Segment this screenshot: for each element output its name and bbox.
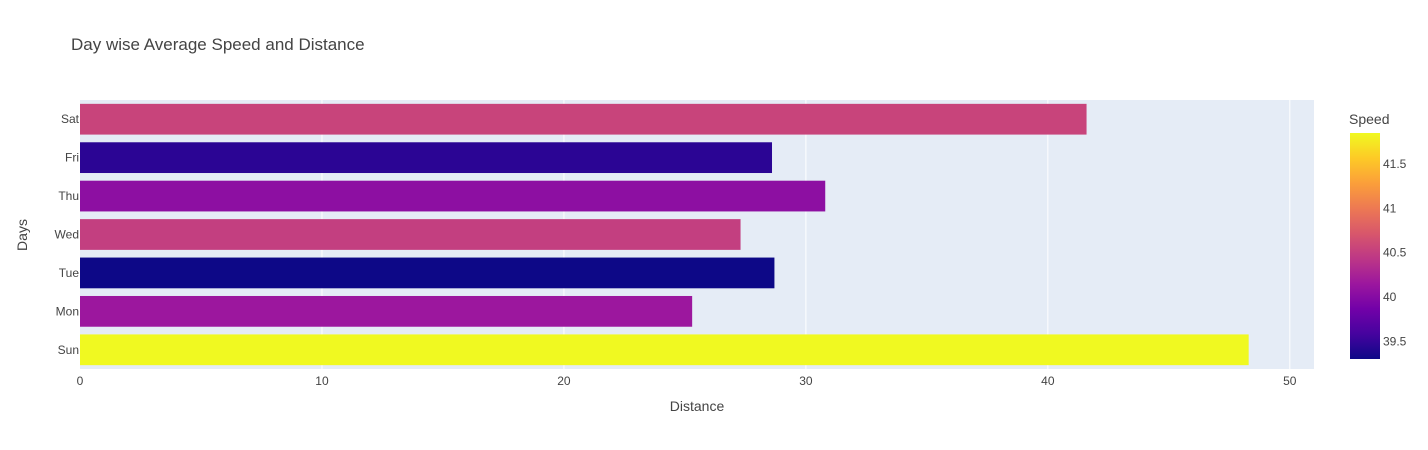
y-axis-ticks: Sun Mon Tue Wed Thu Fri Sat (55, 112, 80, 357)
colorbar-gradient (1350, 133, 1380, 359)
x-axis-title: Distance (670, 398, 725, 414)
colorbar-tick-label: 40.5 (1383, 246, 1407, 260)
x-tick-label: 20 (557, 374, 571, 388)
colorbar-tick-label: 41 (1383, 201, 1397, 215)
bars (80, 103, 1249, 366)
bar-tue (80, 257, 775, 289)
y-axis-title: Days (14, 219, 30, 251)
y-tick-label: Sat (61, 112, 80, 126)
y-tick-label: Wed (55, 228, 79, 242)
y-tick-label: Tue (59, 266, 80, 280)
colorbar-ticks: 39.5 40 40.5 41 41.5 (1383, 157, 1407, 348)
bar-fri (80, 142, 773, 174)
bar-sun (80, 334, 1249, 366)
colorbar-title: Speed (1349, 111, 1389, 127)
x-tick-label: 50 (1283, 374, 1297, 388)
colorbar-tick-label: 41.5 (1383, 157, 1407, 171)
y-tick-label: Sun (58, 343, 79, 357)
bar-wed (80, 219, 741, 250)
bar-sat (80, 103, 1087, 135)
colorbar-tick-label: 40 (1383, 290, 1397, 304)
x-axis-ticks: 0 10 20 30 40 50 (77, 374, 1297, 388)
colorbar: Speed 39.5 40 40.5 41 41.5 (1349, 111, 1407, 359)
bar-mon (80, 295, 693, 327)
x-tick-label: 30 (799, 374, 813, 388)
x-tick-label: 0 (77, 374, 84, 388)
x-tick-label: 40 (1041, 374, 1055, 388)
y-tick-label: Thu (58, 189, 79, 203)
x-tick-label: 10 (315, 374, 329, 388)
y-tick-label: Fri (65, 151, 79, 165)
bar-thu (80, 180, 826, 212)
chart-title: Day wise Average Speed and Distance (71, 35, 365, 54)
colorbar-tick-label: 39.5 (1383, 334, 1407, 348)
y-tick-label: Mon (56, 304, 79, 318)
